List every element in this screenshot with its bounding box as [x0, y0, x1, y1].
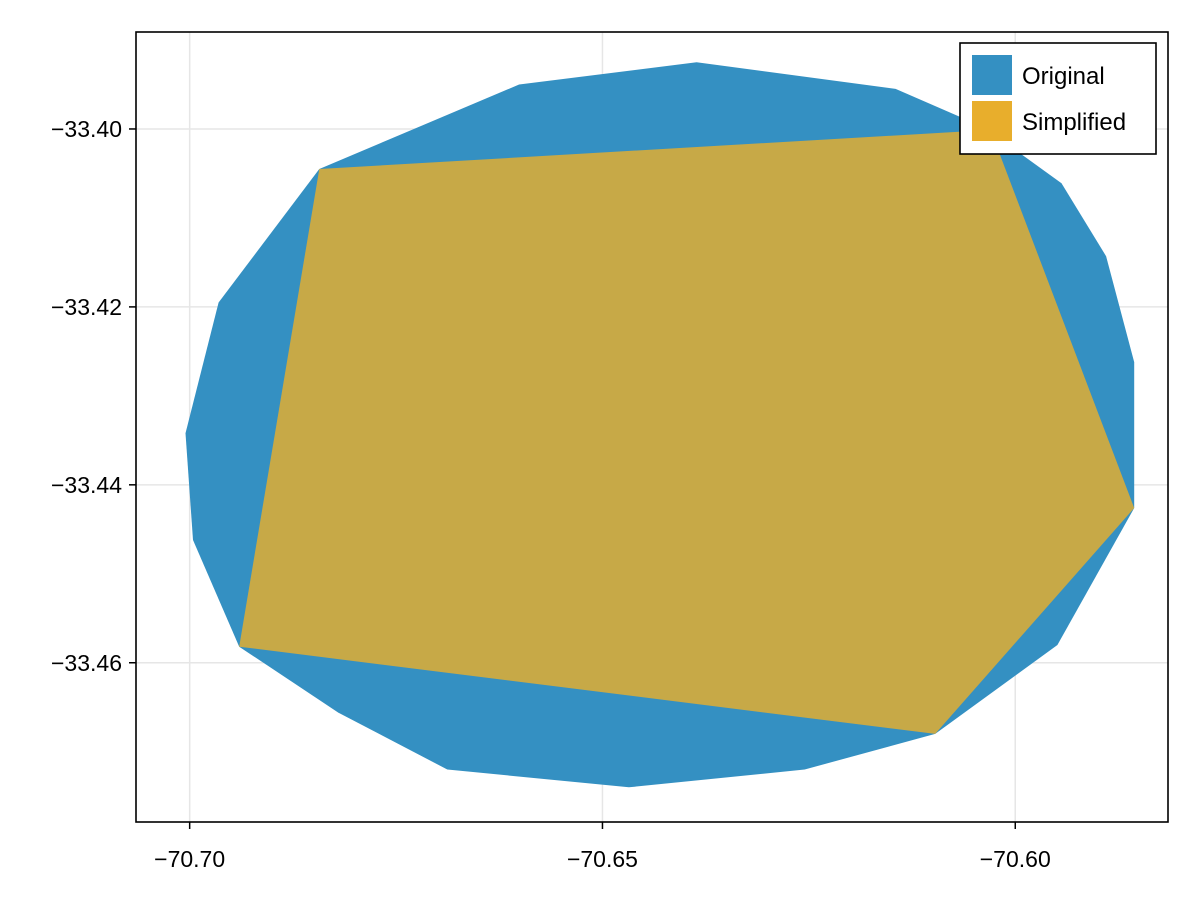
legend-label-simplified: Simplified — [1022, 109, 1126, 136]
legend: Original Simplified — [959, 42, 1157, 155]
y-tick-label: −33.42 — [51, 294, 122, 320]
series-polygon-simplified — [239, 129, 1135, 734]
plot-frame — [135, 31, 1169, 823]
x-tick-label: −70.65 — [567, 846, 638, 872]
axes: −70.70 −70.65 −70.60 −33.40 −33.42 −33.44 −33.… — [51, 31, 1169, 872]
y-tick-label: −33.40 — [51, 116, 122, 142]
series-layer — [185, 62, 1135, 788]
legend-swatch-simplified — [972, 101, 1012, 141]
legend-swatch-original — [972, 55, 1012, 95]
x-tick-label: −70.70 — [154, 846, 225, 872]
x-tick-label: −70.60 — [980, 846, 1051, 872]
y-tick-label: −33.46 — [51, 650, 122, 676]
y-tick-label: −33.44 — [51, 472, 122, 498]
legend-label-original: Original — [1022, 63, 1105, 90]
